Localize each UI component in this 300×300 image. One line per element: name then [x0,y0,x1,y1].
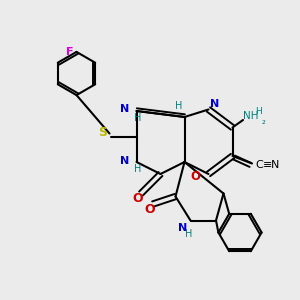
Text: N: N [210,99,219,109]
Text: C: C [256,160,263,170]
Text: N: N [178,223,188,233]
Text: H: H [134,112,141,123]
Text: O: O [144,203,155,216]
Text: H: H [134,164,141,174]
Text: NH: NH [243,111,259,121]
Text: H: H [185,229,193,239]
Text: O: O [190,170,200,184]
Text: H: H [175,101,182,111]
Text: S: S [98,125,107,139]
Text: O: O [132,192,143,206]
Text: ₂: ₂ [261,116,265,126]
Text: N: N [121,155,130,166]
Text: ≡: ≡ [263,160,273,170]
Text: N: N [121,104,130,115]
Text: N: N [271,160,279,170]
Text: F: F [66,47,74,57]
Text: H: H [255,106,261,116]
